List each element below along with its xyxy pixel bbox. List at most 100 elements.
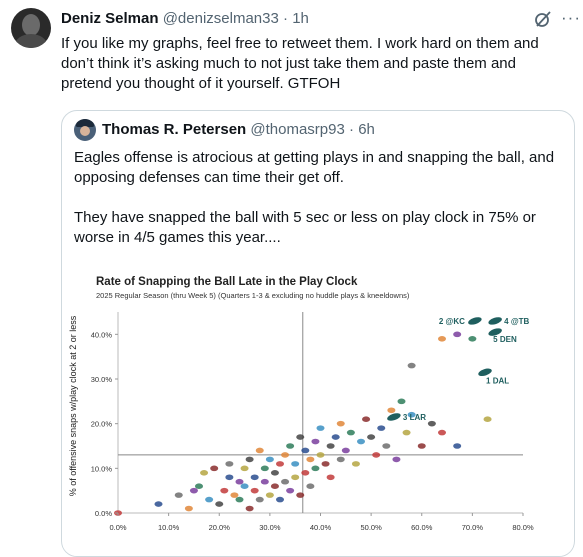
- team-logo-point: [336, 456, 345, 463]
- eagles-logo-point: [468, 317, 482, 325]
- team-logo-point: [362, 416, 371, 422]
- plot-frame: [117, 312, 523, 514]
- quoted-tweet-text: Eagles offense is atrocious at getting p…: [74, 148, 564, 248]
- team-logo-point: [265, 456, 274, 463]
- chart-image[interactable]: Rate of Snapping the Ball Late in the Pl…: [63, 269, 573, 556]
- eagles-game-label: 1 DAL: [486, 376, 509, 385]
- team-logo-point: [402, 429, 411, 436]
- more-icon[interactable]: ···: [561, 8, 581, 27]
- x-tick-label: 20.0%: [209, 523, 231, 532]
- quoted-author-name[interactable]: Thomas R. Petersen: [102, 121, 247, 138]
- eagles-logo-point: [488, 328, 502, 336]
- team-logo-point: [306, 483, 315, 489]
- team-logo-point: [346, 429, 355, 436]
- chart-subtitle: 2025 Regular Season (thru Week 5) (Quart…: [96, 291, 410, 300]
- eagles-logo-point: [488, 317, 502, 325]
- team-logo-point: [372, 452, 381, 458]
- team-logo-point: [306, 456, 315, 463]
- team-logo-point: [301, 447, 310, 454]
- team-logo-point: [392, 456, 401, 463]
- team-logo-point: [326, 474, 335, 481]
- team-logo-point: [154, 501, 163, 507]
- team-logo-point: [245, 505, 254, 512]
- tweet-text: If you like my graphs, feel free to retw…: [61, 35, 539, 92]
- avatar-body: [15, 34, 47, 48]
- team-logo-point: [215, 501, 224, 507]
- team-logo-point: [260, 465, 269, 472]
- team-logo-point: [367, 434, 376, 440]
- quoted-author-avatar[interactable]: [74, 119, 96, 141]
- team-logo-point: [326, 443, 335, 449]
- x-axis-ticks: 0.0% 10.0% 20.0% 30.0% 40.0% 50.0% 60.0% 70.0% 8…: [109, 513, 534, 532]
- author-avatar[interactable]: [11, 8, 51, 48]
- eagles-game-label: 5 DEN: [493, 335, 517, 344]
- team-logo-point: [311, 465, 320, 472]
- author-handle[interactable]: @denizselman33: [162, 10, 279, 27]
- team-logo-point: [397, 398, 406, 405]
- team-logo-point: [225, 461, 234, 467]
- team-logo-point: [468, 336, 477, 342]
- scatter-plot: 2 @KC 4 @TB 5 DEN 1 DAL 3 LAR 0.0% 10.0% 20.0%…: [91, 312, 534, 532]
- team-logo-point: [427, 420, 436, 427]
- team-logo-point: [417, 443, 426, 449]
- team-logo-point: [265, 492, 274, 498]
- x-tick-label: 70.0%: [462, 523, 484, 532]
- quoted-tweet-time[interactable]: 6h: [358, 121, 375, 138]
- team-logo-point: [296, 492, 305, 498]
- team-logo-point: [301, 470, 310, 476]
- team-logo-point: [220, 487, 229, 494]
- eagles-logo-point: [478, 368, 492, 377]
- team-logo-point: [281, 452, 290, 458]
- team-logo-point: [336, 420, 345, 427]
- eagles-game-label: 2 @KC: [439, 317, 465, 326]
- quoted-paragraph-1: Eagles offense is atrocious at getting p…: [74, 149, 555, 186]
- team-logo-point: [255, 447, 264, 454]
- team-logo-point: [240, 465, 249, 472]
- team-logo-point: [382, 443, 391, 449]
- y-tick-label: 10.0%: [91, 464, 113, 473]
- team-logo-point: [235, 496, 244, 503]
- team-logo-point: [286, 487, 295, 494]
- data-points: [114, 331, 492, 516]
- y-tick-label: 20.0%: [91, 420, 113, 429]
- avatar-hat: [76, 119, 94, 127]
- team-logo-point: [321, 461, 330, 467]
- team-logo-point: [438, 336, 446, 342]
- team-logo-point: [407, 362, 416, 369]
- team-logo-point: [387, 407, 396, 414]
- team-logo-point: [250, 487, 259, 494]
- quoted-author-handle[interactable]: @thomasrp93: [250, 121, 345, 138]
- header-separator: ·: [283, 10, 289, 27]
- y-tick-label: 40.0%: [91, 330, 113, 339]
- quoted-tweet-header: Thomas R. Petersen @thomasrp93 · 6h: [102, 121, 375, 138]
- y-tick-label: 30.0%: [91, 375, 113, 384]
- team-logo-point: [276, 496, 284, 503]
- team-logo-point: [483, 416, 492, 422]
- team-logo-point: [341, 447, 350, 454]
- team-logo-point: [270, 483, 279, 489]
- x-tick-label: 50.0%: [360, 523, 382, 532]
- team-logo-point: [200, 470, 209, 476]
- team-logo-point: [453, 331, 462, 338]
- team-logo-point: [195, 483, 203, 489]
- team-logo-point: [230, 492, 239, 498]
- team-logo-point: [316, 425, 325, 431]
- x-tick-label: 0.0%: [109, 523, 126, 532]
- avatar-face: [22, 14, 40, 36]
- grok-icon[interactable]: [533, 9, 553, 29]
- y-tick-label: 0.0%: [95, 509, 112, 518]
- author-name[interactable]: Deniz Selman: [61, 10, 159, 27]
- team-logo-point: [235, 478, 244, 485]
- team-logo-point: [291, 474, 300, 481]
- x-tick-label: 10.0%: [158, 523, 180, 532]
- team-logo-point: [407, 411, 416, 418]
- header-separator: ·: [349, 121, 355, 138]
- team-logo-point: [291, 461, 300, 467]
- x-tick-label: 40.0%: [310, 523, 332, 532]
- team-logo-point: [189, 487, 198, 494]
- team-logo-point: [260, 478, 269, 485]
- tweet-time[interactable]: 1h: [292, 10, 309, 27]
- avatar-face: [80, 126, 90, 136]
- tweet-header: Deniz Selman @denizselman33 · 1h: [61, 10, 309, 27]
- quoted-tweet[interactable]: Thomas R. Petersen @thomasrp93 · 6h Eagl…: [61, 110, 575, 557]
